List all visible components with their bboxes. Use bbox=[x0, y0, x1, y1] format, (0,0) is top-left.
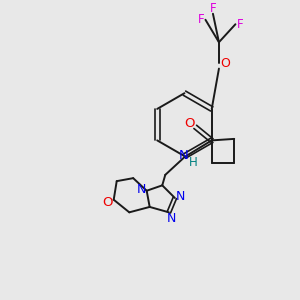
Text: F: F bbox=[198, 13, 204, 26]
Text: F: F bbox=[237, 18, 243, 31]
Text: O: O bbox=[220, 57, 230, 70]
Text: N: N bbox=[178, 149, 188, 162]
Text: O: O bbox=[102, 196, 112, 208]
Text: F: F bbox=[210, 2, 216, 15]
Text: O: O bbox=[184, 117, 195, 130]
Text: N: N bbox=[136, 183, 146, 196]
Text: H: H bbox=[189, 156, 197, 169]
Text: N: N bbox=[167, 212, 176, 225]
Text: N: N bbox=[176, 190, 185, 203]
